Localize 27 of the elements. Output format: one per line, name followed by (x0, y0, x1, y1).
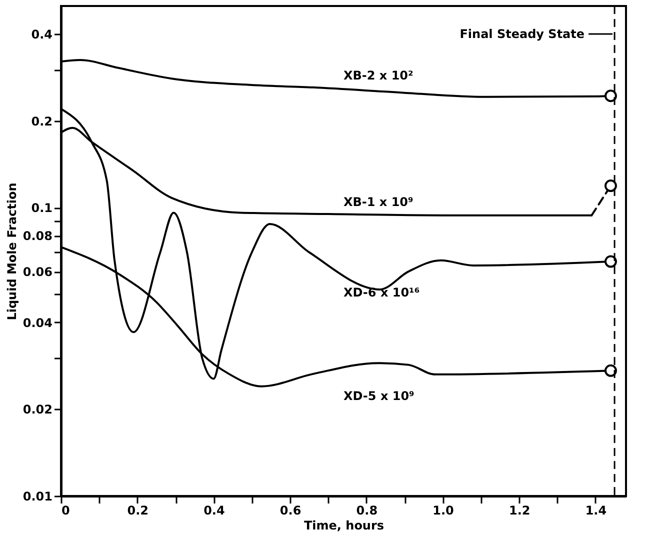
ref-line-label: Final Steady State (460, 27, 585, 41)
x-tick-label: 1.4 (585, 504, 607, 518)
x-tick-label: 0 (62, 504, 70, 518)
point (604, 364, 617, 377)
point (604, 255, 617, 268)
y-tick-label: 0.2 (31, 114, 52, 128)
series-label: XB-1 x 10⁹ (344, 195, 414, 210)
point (604, 180, 617, 192)
x-tick-label: 0.8 (356, 504, 378, 518)
x-tick-label: 1.2 (508, 504, 530, 518)
y-tick-label: 0.1 (31, 201, 52, 216)
y-tick-label: 0.04 (22, 316, 52, 330)
y-tick-label: 0.4 (31, 27, 52, 42)
y-tick-label: 0.01 (22, 490, 52, 504)
point (604, 90, 617, 102)
x-axis-title: Time, hours (304, 518, 384, 532)
y-tick-label: 0.08 (22, 229, 52, 244)
y-tick-label: 0.02 (22, 402, 52, 417)
x-tick-label: 0.6 (280, 504, 302, 518)
x-tick-label: 0.4 (204, 504, 225, 518)
y-axis-title: Liquid Mole Fraction (4, 182, 19, 320)
x-tick-label: 0.2 (127, 504, 148, 518)
y-tick-label: 0.06 (22, 265, 52, 280)
series-label: XD-6 x 10¹⁶ (344, 285, 420, 300)
x-tick-label: 1.0 (432, 504, 454, 518)
series-label: XD-5 x 10⁹ (344, 388, 414, 403)
series-label: XB-2 x 10² (344, 68, 414, 82)
